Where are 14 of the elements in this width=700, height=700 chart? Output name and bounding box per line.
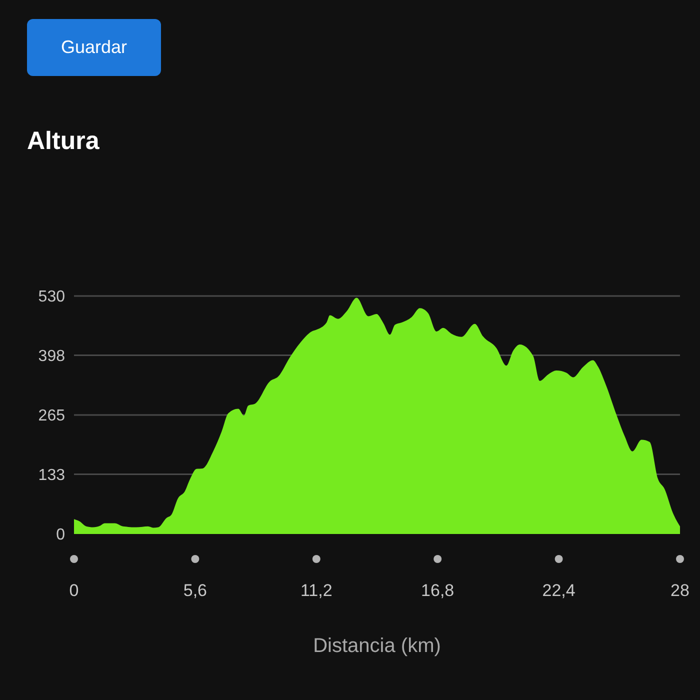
y-tick-label: 530 bbox=[38, 288, 66, 306]
x-axis-title: Distancia (km) bbox=[313, 635, 441, 657]
x-tick-label: 11,2 bbox=[300, 581, 332, 600]
x-tick-label: 5,6 bbox=[183, 581, 208, 600]
save-button: Guardar bbox=[27, 19, 161, 76]
x-tick-label: 0 bbox=[69, 581, 79, 600]
x-tick-label: 16,8 bbox=[421, 581, 454, 600]
x-tick-label: 22,4 bbox=[542, 581, 576, 600]
y-tick-label: 0 bbox=[56, 526, 66, 544]
y-tick-label: 398 bbox=[38, 348, 66, 365]
y-tick-label: 265 bbox=[38, 408, 66, 425]
y-tick-label: 133 bbox=[38, 466, 66, 484]
chart-title: Altura bbox=[27, 127, 100, 155]
x-tick-label: 28 bbox=[670, 581, 690, 600]
